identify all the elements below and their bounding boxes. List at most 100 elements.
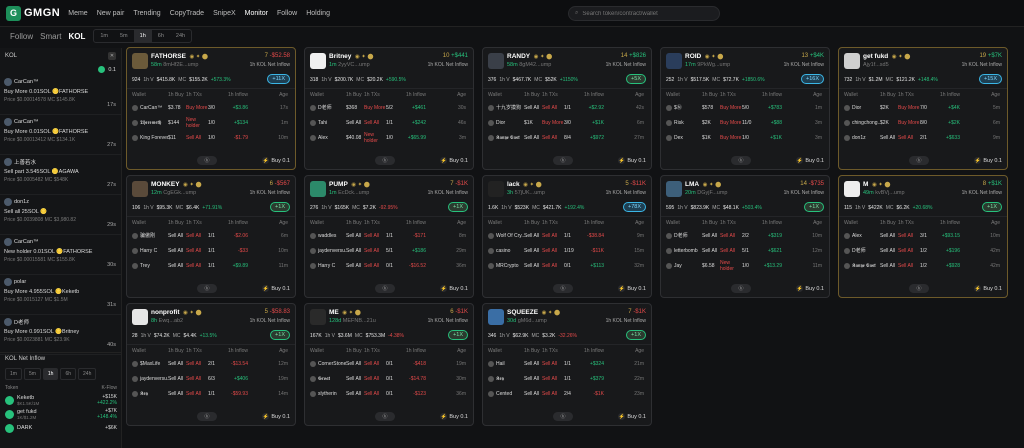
social-icons[interactable]: ◉ ✦ ⬤: [701, 182, 722, 188]
wallet-name[interactable]: casino: [496, 247, 511, 254]
trade-row[interactable]: Harry C Sell All Sell All 1/1 -$33 10m: [127, 243, 295, 258]
wallet-name[interactable]: 𝕶𝖆𝖓𝖞𝖊 𝕰𝖆𝖘𝖙: [496, 134, 520, 141]
token-name[interactable]: lack ◉ ✦ ⬤: [507, 181, 542, 188]
token-symbol[interactable]: lack: [507, 181, 520, 188]
search-input[interactable]: [582, 10, 713, 17]
trade-row[interactable]: D老师 $368 Buy More 5/2 +$461 30s: [305, 100, 473, 115]
token-symbol[interactable]: ME: [329, 309, 339, 316]
social-icons[interactable]: ◉ ✦ ⬤: [703, 54, 724, 60]
nav-holding[interactable]: Holding: [306, 9, 330, 17]
token-card[interactable]: RANDY ◉ ✦ ⬤ 58m 8gM42...ump 14 +$826 1h KOL…: [482, 47, 652, 170]
nav-snipex[interactable]: SnipeX: [213, 9, 236, 17]
quick-buy-button[interactable]: ⚡ Buy 0.1: [440, 413, 468, 420]
trade-row[interactable]: Alex Sell All Sell All 3/1 +$93.15 10m: [839, 228, 1007, 243]
kol-name[interactable]: 上善若水: [14, 160, 37, 166]
chart-toggle-button[interactable]: ⓑ: [553, 284, 573, 293]
wallet-name[interactable]: Alex: [318, 134, 328, 141]
wallet-cell[interactable]: jaydenversu...: [132, 375, 168, 382]
wallet-name[interactable]: MRCrypto: [496, 262, 519, 269]
wallet-name[interactable]: King Forever: [140, 134, 168, 141]
token-symbol[interactable]: LMA: [685, 181, 700, 188]
wallet-cell[interactable]: chingchong...: [844, 119, 880, 126]
wallet-name[interactable]: Jay: [674, 262, 682, 269]
trade-row[interactable]: Dex $1K Buy More 1/0 +$1K 3m: [661, 130, 829, 145]
multiplier-badge[interactable]: +1X: [270, 202, 290, 212]
contract-address[interactable]: 8gM42...ump: [519, 62, 552, 68]
kol-activity-item[interactable]: D老师 Buy More 0.991SOL 🪙Britney Price $0.00…: [0, 315, 121, 355]
social-icons[interactable]: ◉ ✦ ⬤: [521, 182, 542, 188]
chart-toggle-button[interactable]: ⓑ: [553, 156, 573, 165]
net-inflow-row[interactable]: DARK +$6K: [0, 421, 122, 435]
wallet-cell[interactable]: Alex: [310, 134, 346, 141]
wallet-name[interactable]: $MaxLife: [140, 360, 161, 367]
tf-5m[interactable]: 5m: [120, 33, 128, 39]
token-name[interactable]: PUMP ◉ ✦ ⬤: [329, 181, 370, 188]
chart-toggle-button[interactable]: ⓑ: [553, 412, 573, 421]
tf-1h[interactable]: 1h: [133, 30, 152, 42]
net-inflow-row[interactable]: get fukd 1K/$1.2M +$7K +148.4%: [0, 407, 122, 421]
wallet-name[interactable]: D老师: [852, 248, 866, 254]
kol-name[interactable]: don1z: [14, 199, 29, 205]
wallet-cell[interactable]: 𝕶𝖊𝖞: [488, 375, 524, 382]
wallet-name[interactable]: jaydenversu...: [140, 375, 168, 382]
multiplier-badge[interactable]: +5X: [626, 74, 646, 84]
token-name[interactable]: ROID ◉ ✦ ⬤: [685, 53, 723, 60]
wallet-name[interactable]: Harry C: [318, 262, 336, 269]
wallet-cell[interactable]: Alex: [844, 232, 880, 239]
wallet-cell[interactable]: Trey: [132, 262, 168, 269]
contract-address[interactable]: MEFNB...21u: [342, 318, 376, 324]
wallet-name[interactable]: 𝕶𝖆𝖓𝖞𝖊 𝕰𝖆𝖘𝖙: [852, 262, 876, 269]
multiplier-badge[interactable]: +15X: [979, 74, 1002, 84]
token-symbol[interactable]: RANDY: [507, 53, 531, 60]
quick-buy-button[interactable]: ⚡ Buy 0.1: [974, 285, 1002, 292]
trade-row[interactable]: Trey Sell All Sell All 1/1 +$9.89 11m: [127, 258, 295, 273]
wallet-cell[interactable]: MRCrypto: [488, 262, 524, 269]
wallet-name[interactable]: Wolf Of Cry...: [496, 232, 524, 239]
trade-row[interactable]: chingchong... $2K Buy More 8/0 +$2K 6m: [839, 115, 1007, 130]
chart-toggle-button[interactable]: ⓑ: [375, 284, 395, 293]
nf-tf-1h[interactable]: 1h: [42, 368, 59, 380]
wallet-name[interactable]: Dior: [852, 104, 862, 111]
token-card[interactable]: MONKEY ◉ ✦ ⬤ 12m CgEGk...ump 6 -$567 1h KOL…: [126, 175, 296, 298]
nf-tf-6h[interactable]: 6h: [60, 368, 77, 380]
token-symbol[interactable]: ROID: [685, 53, 702, 60]
multiplier-badge[interactable]: +1X: [626, 330, 646, 340]
wallet-name[interactable]: $Ⓝ: [674, 105, 682, 111]
wallet-cell[interactable]: Harry C: [310, 262, 346, 269]
kol-activity-item[interactable]: don1z Sell all 25SOL 🪙 Price $0.0039808 MC…: [0, 195, 121, 235]
trade-row[interactable]: 骗傲刚 Sell All Sell All 1/1 -$2.06 6m: [127, 228, 295, 243]
wallet-cell[interactable]: CarCan™: [132, 104, 168, 111]
wallet-cell[interactable]: 十九岁摸狗: [488, 104, 524, 111]
social-icons[interactable]: ◉ ✦ ⬤: [187, 54, 209, 60]
nf-tf-1m[interactable]: 1m: [5, 368, 22, 380]
token-symbol[interactable]: MONKEY: [151, 181, 180, 188]
trade-row[interactable]: don1z Sell All Sell All 2/1 +$633 9m: [839, 130, 1007, 145]
kol-name[interactable]: D老师: [14, 320, 29, 326]
tf-1m[interactable]: 1m: [100, 33, 108, 39]
quick-buy-button[interactable]: ⚡ Buy 0.1: [618, 285, 646, 292]
wallet-name[interactable]: D老师: [674, 233, 688, 239]
trade-row[interactable]: Dior $1K Buy More 3/0 +$1K 6m: [483, 115, 651, 130]
chart-toggle-button[interactable]: ⓑ: [375, 412, 395, 421]
multiplier-badge[interactable]: +11X: [267, 74, 290, 84]
wallet-cell[interactable]: $Ⓝ: [666, 104, 702, 111]
chart-toggle-button[interactable]: ⓑ: [197, 412, 217, 421]
quick-buy-button[interactable]: ⚡ Buy 0.1: [440, 157, 468, 164]
kol-activity-item[interactable]: CarCan™ New holder 0.01SOL 🪙FATHORSE Price…: [0, 235, 121, 275]
contract-address[interactable]: 57jUK...ump: [514, 190, 545, 196]
trade-row[interactable]: 𝕶𝖊𝖞 Sell All Sell All 1/1 +$379 22m: [483, 371, 651, 386]
wallet-cell[interactable]: Jay: [666, 262, 702, 269]
trade-row[interactable]: Alex $40.08 New holder 1/0 +$65.99 3m: [305, 130, 473, 145]
trade-row[interactable]: waddles Sell All Sell All 1/1 -$171 8m: [305, 228, 473, 243]
wallet-name[interactable]: Trey: [140, 262, 150, 269]
trade-row[interactable]: Risk $2K Buy More 11/0 +$88 3m: [661, 115, 829, 130]
quick-buy-button[interactable]: ⚡ Buy 0.1: [440, 285, 468, 292]
wallet-name[interactable]: letterbomb: [674, 247, 698, 254]
quick-buy-button[interactable]: ⚡ Buy 0.1: [974, 157, 1002, 164]
kol-activity-item[interactable]: 上善若水 Sell part 3.545SOL 🪙AGAWA Price $0.00…: [0, 155, 121, 195]
contract-address[interactable]: Ajy1f...sd5: [863, 62, 889, 68]
wallet-cell[interactable]: Tahi: [310, 119, 346, 126]
token-symbol[interactable]: SQUEEZE: [507, 309, 539, 316]
multiplier-badge[interactable]: +16X: [801, 74, 824, 84]
